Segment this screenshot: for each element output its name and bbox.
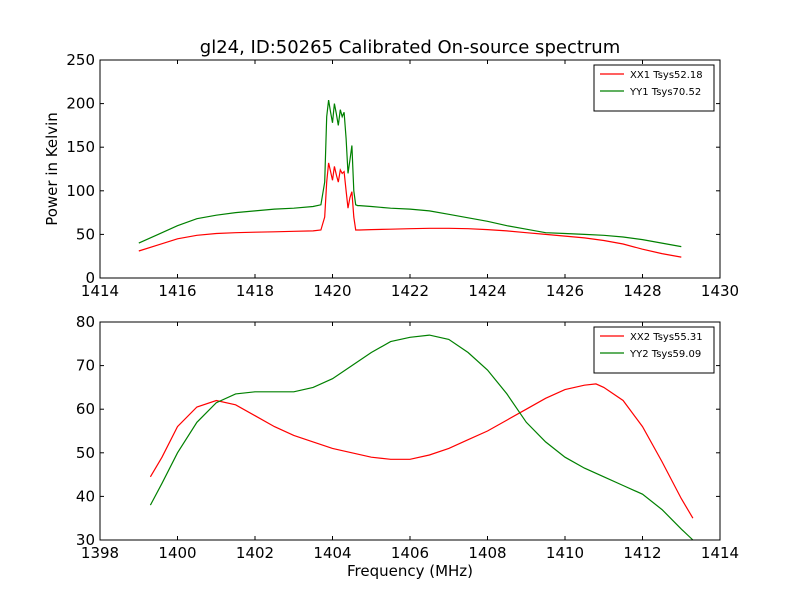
top-xtick-label: 1418 [236,282,274,300]
bottom-xtick-label: 1400 [158,544,196,562]
bottom-series-line-2 [149,334,694,541]
bottom-ytick-label: 80 [76,313,95,331]
top-ytick-label: 250 [66,51,95,69]
bottom-ytick-label: 30 [76,531,95,549]
top-legend-label: YY1 Tsys70.52 [629,87,701,98]
bottom-ytick-label: 50 [76,444,95,462]
top-series-line-1 [138,162,682,258]
bottom-xtick-label: 1414 [701,544,739,562]
bottom-chart: Frequency (MHz) 1398 1400 1402 1404 1406 1408… [76,313,739,580]
top-series-group [138,100,682,258]
top-legend-box [593,64,715,112]
top-xtick-label: 1428 [623,282,661,300]
bottom-xtick-label: 1410 [546,544,584,562]
top-xtick-label: 1422 [391,282,429,300]
bottom-ytick-label: 70 [76,357,95,375]
top-xtick-label: 1430 [701,282,739,300]
bottom-xtick-label: 1398 [81,544,119,562]
top-chart: gl24, ID:50265 Calibrated On-source spec… [43,37,739,300]
bottom-legend-label: XX2 Tsys55.31 [630,332,703,343]
top-xtick-label: 1414 [81,282,119,300]
bottom-xtick-label: 1404 [313,544,351,562]
bottom-ytick-label: 60 [76,400,95,418]
top-ytick-label: 50 [76,225,95,243]
top-xtick-label: 1416 [158,282,196,300]
top-xtick-label: 1420 [313,282,351,300]
top-ytick-label: 100 [66,182,95,200]
top-ticks-group: 1414 1416 1418 1420 1422 1424 1426 1428 1430 0 50 1… [66,51,739,300]
bottom-xtick-label: 1406 [391,544,429,562]
top-legend-label: XX1 Tsys52.18 [630,70,703,81]
bottom-series-line-1 [149,383,694,519]
top-chart-ylabel: Power in Kelvin [43,112,61,226]
top-xtick-label: 1424 [468,282,506,300]
top-ytick-label: 0 [85,269,95,287]
top-series-line-2 [138,100,682,248]
bottom-legend-label: YY2 Tsys59.09 [629,349,701,360]
bottom-xtick-label: 1402 [236,544,274,562]
bottom-xtick-label: 1412 [623,544,661,562]
bottom-series-group [149,334,694,541]
top-ytick-label: 150 [66,138,95,156]
bottom-xtick-label: 1408 [468,544,506,562]
bottom-legend-box [593,326,715,374]
bottom-chart-xlabel: Frequency (MHz) [347,562,473,580]
top-legend: XX1 Tsys52.18 YY1 Tsys70.52 [593,64,715,112]
bottom-ytick-label: 40 [76,487,95,505]
top-ytick-label: 200 [66,95,95,113]
bottom-ticks-group: 1398 1400 1402 1404 1406 1408 1410 1412 1414 30 40… [76,313,739,562]
bottom-legend: XX2 Tsys55.31 YY2 Tsys59.09 [593,326,715,374]
top-chart-title: gl24, ID:50265 Calibrated On-source spec… [200,37,620,58]
top-xtick-label: 1426 [546,282,584,300]
